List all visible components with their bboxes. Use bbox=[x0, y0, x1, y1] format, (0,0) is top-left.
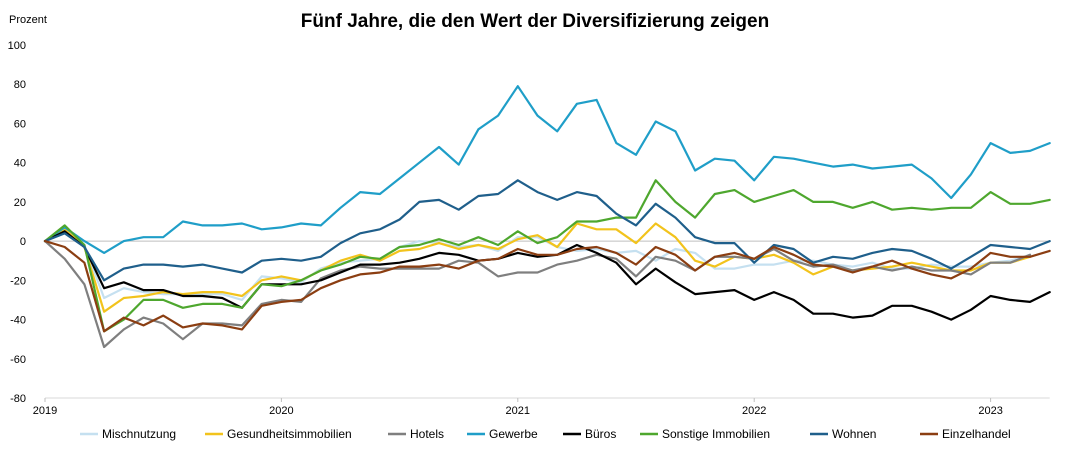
series-line-mischnutzung bbox=[43, 228, 1032, 301]
series-line-einzelhandel bbox=[43, 240, 1051, 333]
series-lines bbox=[43, 85, 1051, 349]
x-axis: 2019 2020 2021 2022 2023 bbox=[33, 240, 1050, 417]
y-tick-label: -40 bbox=[10, 315, 26, 327]
y-tick-label: 60 bbox=[14, 118, 26, 130]
series-line-wohnen bbox=[43, 179, 1051, 282]
x-tick-label: 2021 bbox=[506, 405, 530, 417]
series-line-gewerbe bbox=[43, 85, 1051, 254]
chart-title: Fünf Jahre, die den Wert der Diversifizi… bbox=[301, 11, 769, 32]
legend-label: Büros bbox=[585, 427, 616, 441]
legend-label: Hotels bbox=[410, 427, 444, 441]
legend-label: Gewerbe bbox=[489, 427, 538, 441]
y-tick-label: -60 bbox=[10, 354, 26, 366]
legend-label: Wohnen bbox=[832, 427, 876, 441]
x-tick-label: 2022 bbox=[742, 405, 766, 417]
y-tick-label: 40 bbox=[14, 158, 26, 170]
y-tick-label: 80 bbox=[14, 79, 26, 91]
y-axis-label: Prozent bbox=[9, 14, 47, 26]
x-tick-label: 2019 bbox=[33, 405, 57, 417]
legend: Mischnutzung Gesundheitsimmobilien Hotels G… bbox=[80, 427, 1011, 441]
legend-label: Einzelhandel bbox=[942, 427, 1011, 441]
legend-label: Sonstige Immobilien bbox=[662, 427, 770, 441]
legend-label: Mischnutzung bbox=[102, 427, 176, 441]
x-tick-label: 2020 bbox=[269, 405, 293, 417]
y-axis-ticks: -80 -60 -40 -20 0 20 40 60 80 100 bbox=[8, 40, 26, 405]
x-tick-label: 2023 bbox=[978, 405, 1002, 417]
y-tick-label: 0 bbox=[20, 236, 26, 248]
legend-label: Gesundheitsimmobilien bbox=[227, 427, 352, 441]
series-line-sonstige-immobilien bbox=[43, 179, 1051, 333]
y-tick-label: -80 bbox=[10, 393, 26, 405]
y-tick-label: -20 bbox=[10, 275, 26, 287]
y-tick-label: 100 bbox=[8, 40, 26, 52]
y-tick-label: 20 bbox=[14, 197, 26, 209]
